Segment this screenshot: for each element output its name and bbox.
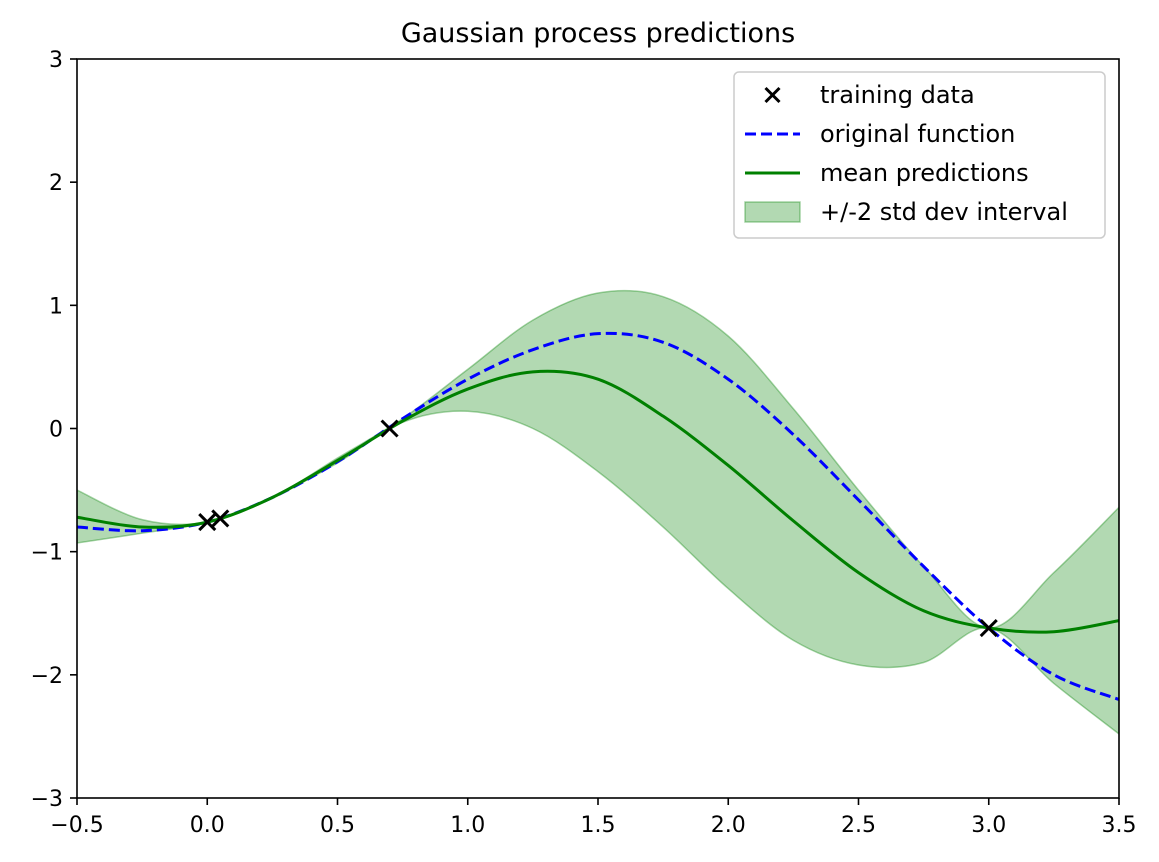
training-point-stroke-b xyxy=(211,509,230,528)
legend-item: original function xyxy=(745,120,1015,148)
training-point-stroke-b xyxy=(198,513,217,532)
band-layer xyxy=(77,289,1119,735)
line-layer xyxy=(77,331,1119,701)
x-tick-label: 3.5 xyxy=(1102,813,1137,838)
legend-label: original function xyxy=(820,120,1015,148)
training-point xyxy=(198,513,217,532)
training-point xyxy=(979,618,998,638)
training-point-stroke-b xyxy=(979,618,998,638)
marker-layer xyxy=(198,419,998,638)
x-tick-label: 1.0 xyxy=(450,813,485,838)
x-tick-label: 3.0 xyxy=(971,813,1006,838)
legend-item: mean predictions xyxy=(745,159,1029,187)
legend-band-swatch xyxy=(744,201,801,223)
plot-area xyxy=(77,289,1119,735)
y-axis: −3 −2 −1 0 1 2 3 xyxy=(31,48,77,812)
y-tick-label: −1 xyxy=(31,541,63,566)
legend-marker-x-icon-stroke-b xyxy=(764,86,781,104)
chart-title: Gaussian process predictions xyxy=(401,18,795,49)
x-tick-label: 1.5 xyxy=(581,813,616,838)
x-tick-label: −0.5 xyxy=(50,813,103,838)
legend-label: mean predictions xyxy=(820,159,1029,187)
training-point xyxy=(211,509,230,528)
y-tick-label: 2 xyxy=(49,171,63,196)
training-point xyxy=(380,419,399,438)
x-tick-label: 0.5 xyxy=(320,813,355,838)
y-tick-label: −3 xyxy=(31,787,63,812)
legend-label: training data xyxy=(820,81,975,109)
legend-box xyxy=(733,71,1106,239)
training-point-stroke-b xyxy=(380,419,399,438)
x-tick-label: 0.0 xyxy=(190,813,225,838)
legend-marker-x-icon xyxy=(764,86,781,104)
legend-item: training data xyxy=(764,81,975,109)
x-tick-label: 2.0 xyxy=(711,813,746,838)
legend-item: +/-2 std dev interval xyxy=(744,198,1068,226)
confidence-band xyxy=(77,289,1119,735)
y-tick-label: −2 xyxy=(31,664,63,689)
x-axis: −0.5 0.0 0.5 1.0 1.5 2.0 2.5 3.0 3.5 xyxy=(50,798,1137,838)
y-tick-label: 1 xyxy=(49,294,63,319)
x-tick-label: 2.5 xyxy=(841,813,876,838)
y-tick-label: 0 xyxy=(49,418,63,443)
legend-items: training data original function mean predi… xyxy=(744,81,1068,226)
y-tick-label: 3 xyxy=(49,48,63,73)
mean-prediction-line xyxy=(77,369,1119,634)
legend-label: +/-2 std dev interval xyxy=(820,198,1068,226)
legend: training data original function mean predi… xyxy=(733,71,1106,239)
